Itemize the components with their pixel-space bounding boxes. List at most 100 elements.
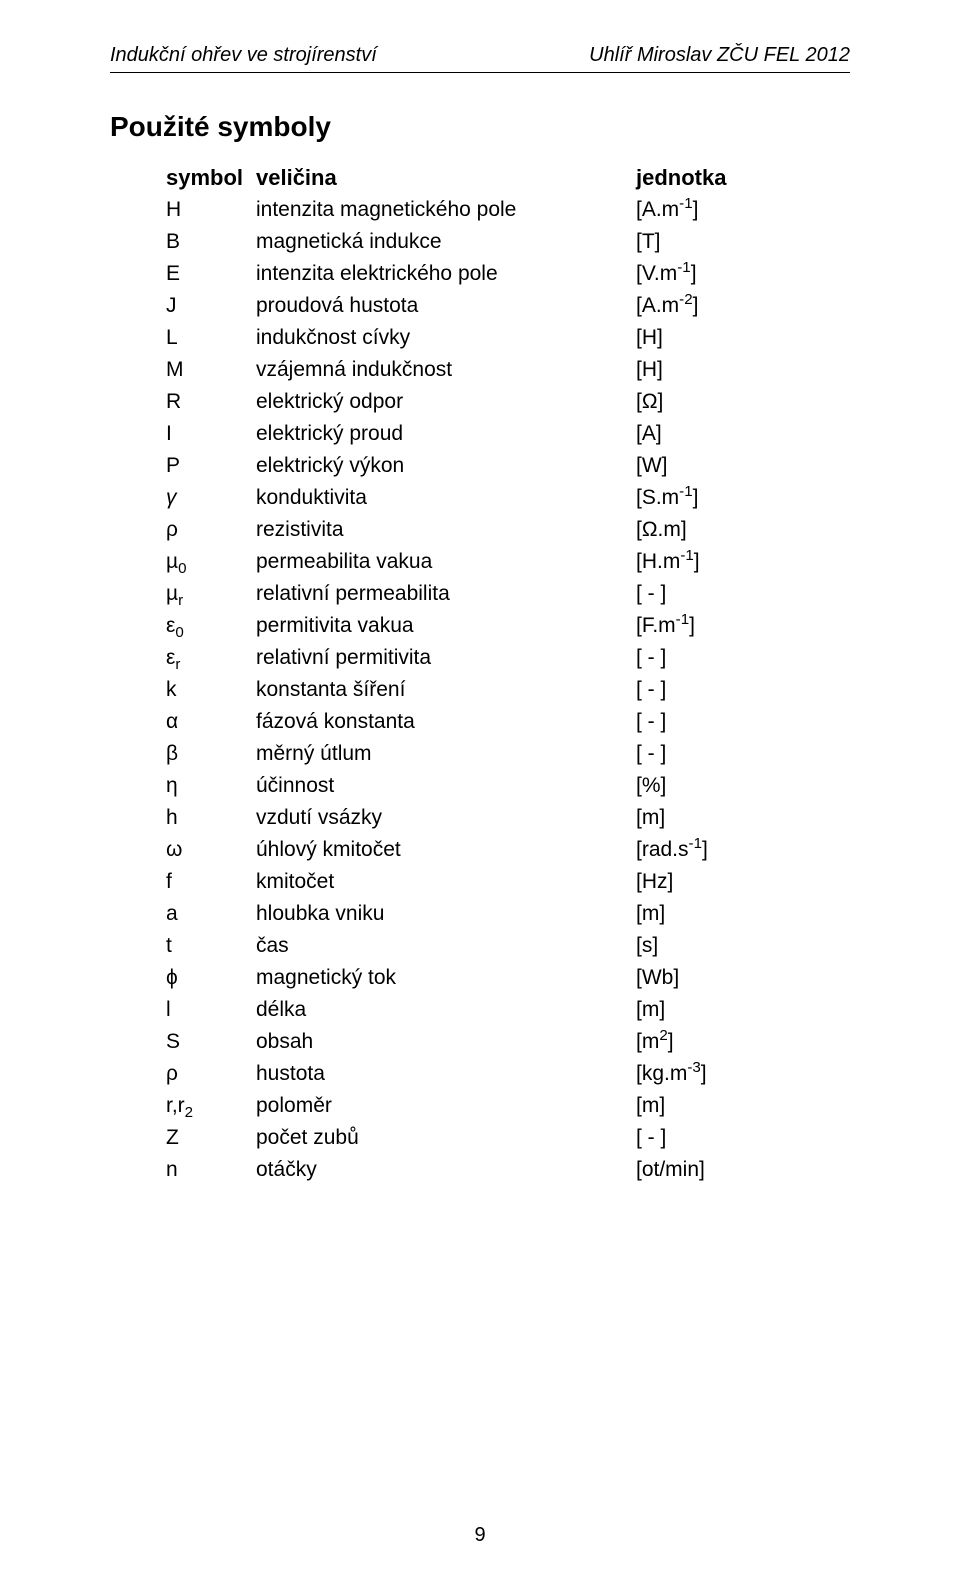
cell-quantity: elektrický výkon xyxy=(256,455,636,476)
col-header-quantity: veličina xyxy=(256,165,636,191)
cell-symbol: t xyxy=(166,935,256,956)
cell-symbol: ϕ xyxy=(166,967,256,988)
symbols-table: symbol veličina jednotka Hintenzita magn… xyxy=(166,165,786,1180)
cell-quantity: intenzita magnetického pole xyxy=(256,199,636,220)
cell-quantity: konduktivita xyxy=(256,487,636,508)
cell-unit: [m] xyxy=(636,999,786,1020)
table-row: ϕmagnetický tok[Wb] xyxy=(166,967,786,988)
table-row: Zpočet zubů[ - ] xyxy=(166,1127,786,1148)
cell-unit: [m] xyxy=(636,903,786,924)
table-row: kkonstanta šíření[ - ] xyxy=(166,679,786,700)
cell-symbol: S xyxy=(166,1031,256,1052)
cell-quantity: obsah xyxy=(256,1031,636,1052)
document-page: Indukční ohřev ve strojírenství Uhlíř Mi… xyxy=(0,0,960,1583)
table-row: Relektrický odpor[Ω] xyxy=(166,391,786,412)
cell-unit: [kg.m-3] xyxy=(636,1063,786,1084)
cell-quantity: rezistivita xyxy=(256,519,636,540)
table-row: ε0permitivita vakua[F.m-1] xyxy=(166,615,786,636)
cell-quantity: relativní permitivita xyxy=(256,647,636,668)
cell-symbol: E xyxy=(166,263,256,284)
table-row: µ0permeabilita vakua[H.m-1] xyxy=(166,551,786,572)
cell-quantity: účinnost xyxy=(256,775,636,796)
cell-unit: [A.m-2] xyxy=(636,295,786,316)
cell-unit: [T] xyxy=(636,231,786,252)
table-row: µrrelativní permeabilita[ - ] xyxy=(166,583,786,604)
cell-unit: [Ω] xyxy=(636,391,786,412)
cell-unit: [F.m-1] xyxy=(636,615,786,636)
cell-quantity: magnetická indukce xyxy=(256,231,636,252)
cell-symbol: r,r2 xyxy=(166,1095,256,1116)
table-header-row: symbol veličina jednotka xyxy=(166,165,786,191)
cell-unit: [ot/min] xyxy=(636,1159,786,1180)
cell-quantity: relativní permeabilita xyxy=(256,583,636,604)
cell-unit: [W] xyxy=(636,455,786,476)
table-row: Ielektrický proud[A] xyxy=(166,423,786,444)
cell-unit: [ - ] xyxy=(636,583,786,604)
table-row: fkmitočet[Hz] xyxy=(166,871,786,892)
cell-symbol: εr xyxy=(166,647,256,668)
cell-symbol: α xyxy=(166,711,256,732)
cell-unit: [m2] xyxy=(636,1031,786,1052)
table-row: Eintenzita elektrického pole[V.m-1] xyxy=(166,263,786,284)
cell-unit: [%] xyxy=(636,775,786,796)
table-body: Hintenzita magnetického pole[A.m-1] Bmagn… xyxy=(166,199,786,1180)
table-row: Jproudová hustota[A.m-2] xyxy=(166,295,786,316)
cell-unit: [H] xyxy=(636,359,786,380)
cell-quantity: měrný útlum xyxy=(256,743,636,764)
header-right: Uhlíř Miroslav ZČU FEL 2012 xyxy=(589,44,850,67)
cell-symbol: M xyxy=(166,359,256,380)
table-row: γkonduktivita[S.m-1] xyxy=(166,487,786,508)
cell-quantity: poloměr xyxy=(256,1095,636,1116)
cell-quantity: permitivita vakua xyxy=(256,615,636,636)
cell-unit: [m] xyxy=(636,807,786,828)
table-row: βměrný útlum[ - ] xyxy=(166,743,786,764)
page-number: 9 xyxy=(0,1524,960,1547)
cell-quantity: hustota xyxy=(256,1063,636,1084)
table-row: αfázová konstanta[ - ] xyxy=(166,711,786,732)
table-row: ρhustota[kg.m-3] xyxy=(166,1063,786,1084)
table-row: Pelektrický výkon[W] xyxy=(166,455,786,476)
cell-symbol: f xyxy=(166,871,256,892)
cell-symbol: n xyxy=(166,1159,256,1180)
cell-quantity: permeabilita vakua xyxy=(256,551,636,572)
cell-unit: [A.m-1] xyxy=(636,199,786,220)
cell-symbol: ρ xyxy=(166,1063,256,1084)
cell-symbol: η xyxy=(166,775,256,796)
table-row: r,r2poloměr[m] xyxy=(166,1095,786,1116)
cell-quantity: konstanta šíření xyxy=(256,679,636,700)
cell-unit: [ - ] xyxy=(636,679,786,700)
col-header-unit: jednotka xyxy=(636,165,786,191)
page-header: Indukční ohřev ve strojírenství Uhlíř Mi… xyxy=(110,44,850,73)
cell-unit: [V.m-1] xyxy=(636,263,786,284)
cell-symbol: B xyxy=(166,231,256,252)
cell-quantity: fázová konstanta xyxy=(256,711,636,732)
header-left: Indukční ohřev ve strojírenství xyxy=(110,44,377,67)
table-row: tčas[s] xyxy=(166,935,786,956)
table-row: notáčky[ot/min] xyxy=(166,1159,786,1180)
cell-quantity: úhlový kmitočet xyxy=(256,839,636,860)
cell-unit: [H.m-1] xyxy=(636,551,786,572)
cell-symbol: ρ xyxy=(166,519,256,540)
cell-unit: [A] xyxy=(636,423,786,444)
cell-unit: [H] xyxy=(636,327,786,348)
cell-quantity: intenzita elektrického pole xyxy=(256,263,636,284)
cell-quantity: elektrický proud xyxy=(256,423,636,444)
cell-symbol: ω xyxy=(166,839,256,860)
cell-unit: [Hz] xyxy=(636,871,786,892)
cell-symbol: Z xyxy=(166,1127,256,1148)
cell-unit: [rad.s-1] xyxy=(636,839,786,860)
table-row: Sobsah[m2] xyxy=(166,1031,786,1052)
cell-symbol: h xyxy=(166,807,256,828)
table-row: Lindukčnost cívky[H] xyxy=(166,327,786,348)
cell-unit: [Ω.m] xyxy=(636,519,786,540)
cell-unit: [Wb] xyxy=(636,967,786,988)
cell-unit: [ - ] xyxy=(636,711,786,732)
cell-unit: [s] xyxy=(636,935,786,956)
cell-unit: [S.m-1] xyxy=(636,487,786,508)
cell-symbol: R xyxy=(166,391,256,412)
cell-unit: [m] xyxy=(636,1095,786,1116)
cell-symbol: a xyxy=(166,903,256,924)
cell-quantity: hloubka vniku xyxy=(256,903,636,924)
cell-quantity: vzdutí vsázky xyxy=(256,807,636,828)
table-row: Hintenzita magnetického pole[A.m-1] xyxy=(166,199,786,220)
